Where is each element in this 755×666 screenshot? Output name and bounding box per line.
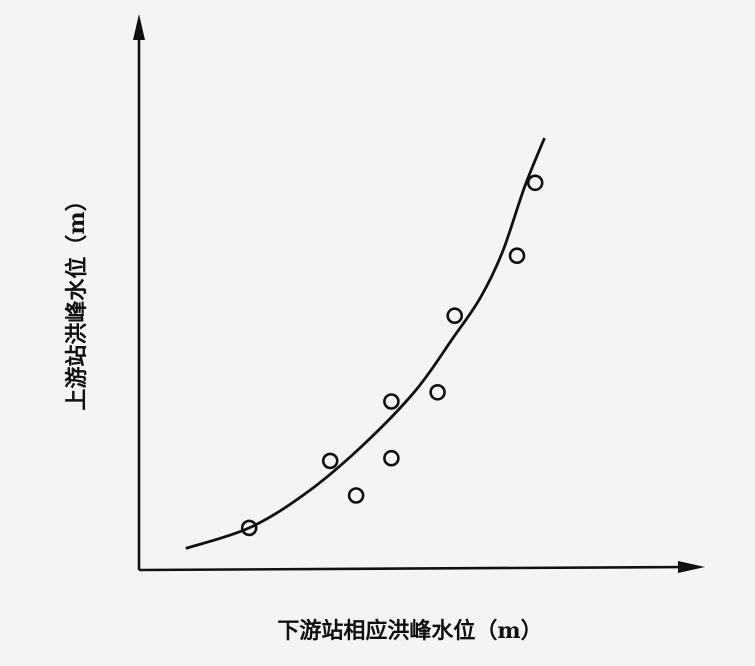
y-axis-arrow-icon (133, 14, 145, 40)
data-point (240, 519, 258, 537)
data-point (446, 307, 464, 325)
fit-curve (185, 137, 546, 550)
data-point (383, 393, 400, 410)
data-point (508, 247, 526, 264)
data-point (526, 174, 544, 192)
data-point (347, 487, 365, 504)
x-axis-arrow-icon (678, 561, 705, 573)
data-point (321, 452, 339, 470)
x-axis (138, 565, 691, 572)
plot-area (185, 137, 546, 550)
x-axis-label: 下游站相应洪峰水位（m） (277, 618, 542, 644)
y-axis-label: 上游站洪峰水位（m） (64, 189, 90, 410)
data-point (429, 383, 446, 401)
data-point (383, 449, 400, 467)
